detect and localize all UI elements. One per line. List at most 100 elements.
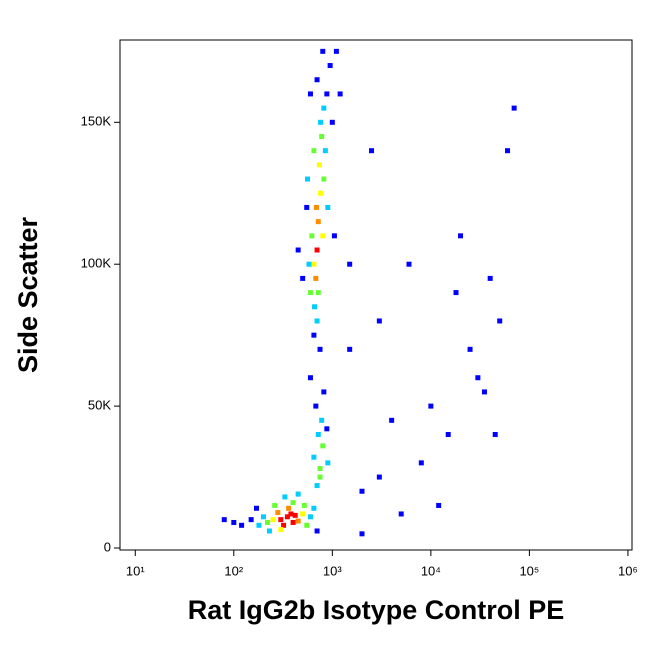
data-point	[319, 133, 325, 139]
data-point	[284, 514, 290, 520]
y-tick-label: 0	[104, 539, 111, 554]
data-point	[511, 105, 517, 111]
y-axis-title: Side Scatter	[13, 216, 43, 373]
data-point	[313, 403, 319, 409]
data-point	[333, 48, 339, 54]
data-point	[453, 290, 459, 296]
data-point	[324, 426, 330, 432]
x-tick-label: 10³	[323, 563, 342, 578]
data-point	[278, 527, 284, 533]
data-point	[347, 261, 353, 267]
data-point	[314, 318, 320, 324]
data-point	[487, 275, 493, 281]
data-point	[295, 518, 301, 524]
data-point	[329, 119, 335, 125]
data-point	[314, 483, 320, 489]
data-point	[389, 417, 395, 423]
data-point	[319, 417, 325, 423]
data-point	[318, 119, 324, 125]
data-point	[295, 247, 301, 253]
data-point	[481, 389, 487, 395]
y-tick-label: 100K	[81, 256, 112, 271]
data-point	[307, 375, 313, 381]
data-point	[325, 460, 331, 466]
data-point	[467, 346, 473, 352]
data-point	[359, 531, 365, 537]
y-tick-label: 150K	[81, 114, 112, 129]
data-point	[322, 148, 328, 154]
data-point	[254, 505, 260, 511]
data-point	[320, 48, 326, 54]
data-point	[292, 512, 298, 518]
data-point	[313, 204, 319, 210]
data-point	[317, 474, 323, 480]
data-point	[231, 519, 237, 525]
data-point	[428, 403, 434, 409]
data-point	[376, 318, 382, 324]
data-point	[321, 176, 327, 182]
data-point	[317, 466, 323, 472]
x-axis-title: Rat IgG2b Isotype Control PE	[188, 595, 565, 625]
x-tick-label: 10²	[224, 563, 243, 578]
data-point	[290, 500, 296, 506]
x-tick-label: 10⁴	[421, 563, 441, 578]
data-point	[314, 247, 320, 253]
data-point	[239, 522, 245, 528]
data-point	[321, 389, 327, 395]
data-point	[320, 233, 326, 239]
y-tick-label: 50K	[88, 398, 111, 413]
data-point	[315, 431, 321, 437]
data-point	[286, 505, 292, 511]
data-point	[325, 204, 331, 210]
data-point	[497, 318, 503, 324]
data-point	[321, 105, 327, 111]
x-tick-label: 10¹	[126, 563, 145, 578]
data-point	[445, 431, 451, 437]
data-point	[260, 514, 266, 520]
data-point	[312, 304, 318, 310]
data-point	[311, 332, 317, 338]
data-point	[266, 528, 272, 534]
data-point	[288, 511, 294, 517]
data-point	[278, 517, 284, 523]
data-point	[398, 511, 404, 517]
data-point	[314, 77, 320, 83]
data-point	[475, 375, 481, 381]
data-point	[316, 162, 322, 168]
data-point	[272, 502, 278, 508]
data-point	[318, 190, 324, 196]
data-point	[320, 443, 326, 449]
data-point	[313, 275, 319, 281]
data-point	[369, 148, 375, 154]
data-point	[337, 91, 343, 97]
data-point	[221, 517, 227, 523]
data-point	[301, 502, 307, 508]
data-point	[359, 488, 365, 494]
data-point	[307, 91, 313, 97]
data-point	[309, 233, 315, 239]
data-point	[331, 233, 337, 239]
data-point	[505, 148, 511, 154]
data-point	[281, 522, 287, 528]
data-point	[458, 233, 464, 239]
data-point	[492, 431, 498, 437]
data-point	[418, 460, 424, 466]
x-tick-label: 10⁶	[618, 563, 638, 578]
data-point	[376, 474, 382, 480]
data-point	[307, 290, 313, 296]
x-tick-label: 10⁵	[519, 563, 539, 578]
data-point	[306, 261, 312, 267]
data-point	[406, 261, 412, 267]
data-point	[270, 517, 276, 523]
data-point	[265, 519, 271, 525]
data-point	[314, 528, 320, 534]
data-point	[324, 91, 330, 97]
data-point	[248, 517, 254, 523]
data-point	[304, 522, 310, 528]
data-point	[275, 510, 281, 516]
data-point	[311, 148, 317, 154]
data-point	[307, 514, 313, 520]
data-point	[295, 491, 301, 497]
data-point	[304, 204, 310, 210]
